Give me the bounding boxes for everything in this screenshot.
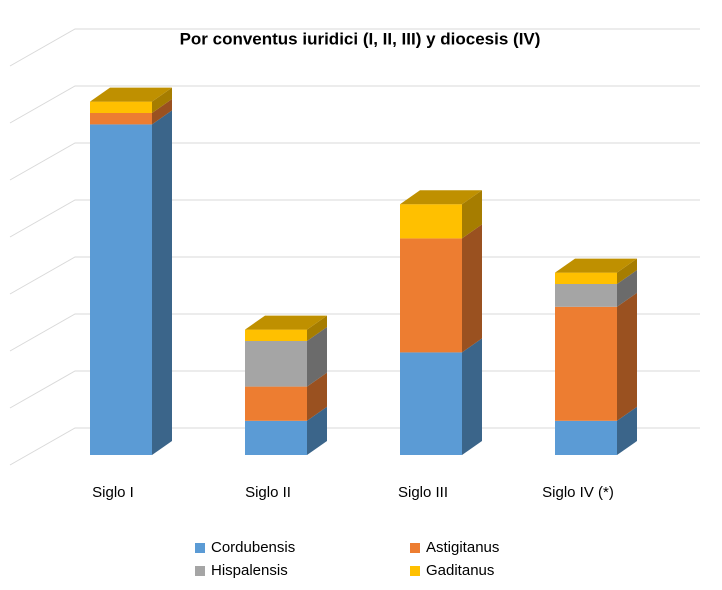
bar-side <box>152 99 172 125</box>
grid-line <box>9 370 700 409</box>
bar-side <box>617 292 637 421</box>
bar <box>400 352 462 455</box>
legend-swatch <box>410 566 420 576</box>
bar <box>90 124 152 456</box>
grid-line <box>9 256 700 295</box>
bar-side <box>307 315 327 341</box>
labels: Siglo I Siglo II Siglo III Siglo IV (*) <box>92 484 614 501</box>
grid <box>9 28 700 466</box>
bar <box>245 341 307 387</box>
bar <box>90 113 152 125</box>
chart-title: Por conventus iuridici (I, II, III) y di… <box>180 29 541 48</box>
legend-label: Cordubensis <box>211 539 295 556</box>
bar <box>555 284 617 307</box>
legend-swatch <box>195 543 205 553</box>
grid-line <box>9 313 700 352</box>
bar-side <box>462 190 482 239</box>
bar <box>245 329 307 341</box>
bar-side <box>462 224 482 353</box>
grid-line <box>9 427 700 466</box>
grid-line <box>9 85 700 124</box>
bar-top <box>555 258 637 273</box>
bar-top <box>245 315 327 330</box>
grid-line <box>9 28 700 67</box>
bar-side <box>462 338 482 455</box>
bar-side <box>617 270 637 307</box>
bar-side <box>152 87 172 113</box>
bars <box>90 87 637 456</box>
x-tick-label: Siglo I <box>92 484 134 501</box>
bar <box>400 238 462 353</box>
bar <box>555 272 617 284</box>
x-tick-label: Siglo III <box>398 484 448 501</box>
x-tick-label: Siglo IV (*) <box>542 484 614 501</box>
legend: Cordubensis Astigitanus Hispalensis Gaditan… <box>195 539 499 579</box>
bar-side <box>152 110 172 456</box>
bar-side <box>307 327 327 387</box>
bar <box>245 386 307 421</box>
legend-label: Astigitanus <box>426 539 499 556</box>
legend-label: Gaditanus <box>426 562 494 579</box>
legend-label: Hispalensis <box>211 562 288 579</box>
legend-swatch <box>195 566 205 576</box>
bar <box>400 204 462 239</box>
bar <box>555 420 617 455</box>
x-tick-label: Siglo II <box>245 484 291 501</box>
bar <box>90 101 152 113</box>
bar-top <box>400 190 482 205</box>
bar-side <box>617 258 637 284</box>
bar <box>245 420 307 455</box>
bar-side <box>307 406 327 455</box>
legend-swatch <box>410 543 420 553</box>
bar-side <box>307 372 327 421</box>
bar-side <box>617 406 637 455</box>
bar <box>555 306 617 421</box>
grid-line <box>9 142 700 181</box>
grid-line <box>9 199 700 238</box>
bar-top <box>90 87 172 102</box>
